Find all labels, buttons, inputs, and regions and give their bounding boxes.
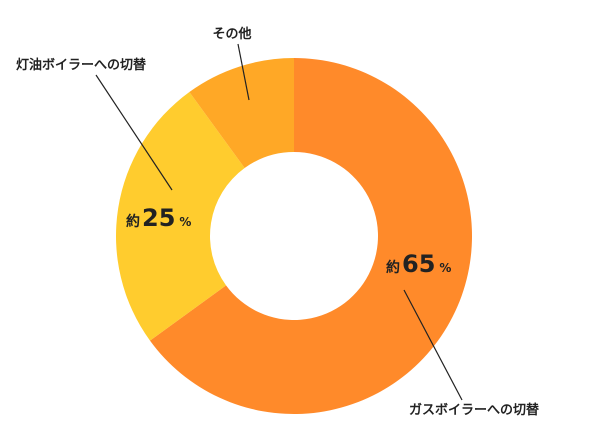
callout-label-kerosene: 灯油ボイラーへの切替 — [16, 57, 147, 73]
percent-prefix-kerosene: 約 — [126, 213, 140, 230]
donut-slices — [116, 58, 473, 414]
percent-suffix-kerosene: % — [179, 215, 191, 229]
donut-slice-gas — [149, 58, 473, 414]
leader-line-other — [237, 43, 250, 101]
callout-label-gas: ガスボイラーへの切替 — [409, 402, 540, 418]
percent-label-kerosene: 約25% — [126, 204, 191, 232]
percent-value-kerosene: 25 — [142, 204, 175, 232]
percent-label-gas: 約65% — [386, 250, 451, 278]
percent-suffix-gas: % — [439, 261, 451, 275]
leader-line-kerosene — [95, 74, 173, 191]
callout-label-other: その他 — [212, 26, 251, 42]
percent-value-gas: 65 — [402, 250, 435, 278]
leader-line-gas — [403, 289, 463, 401]
donut-slice-other — [189, 58, 294, 169]
percent-prefix-gas: 約 — [386, 259, 400, 276]
